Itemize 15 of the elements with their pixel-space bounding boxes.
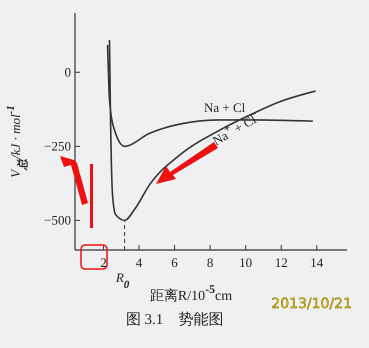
x-tick-label: 10 <box>239 255 252 270</box>
x-axis-title: 距离R/10$^{-5}$cm <box>150 282 232 304</box>
x-tick-label: 8 <box>206 255 214 270</box>
x-tick-label: 2 <box>100 255 107 270</box>
text: 图 3.1 势能图 <box>126 311 224 328</box>
y-tick-label: −500 <box>44 212 71 228</box>
y-tick-label: −250 <box>44 138 71 154</box>
text: 2013/10/21 <box>271 296 352 312</box>
x-tick-label: 6 <box>171 255 178 270</box>
x-tick-label: 14 <box>310 255 324 270</box>
y-tick-label: 0 <box>64 64 71 80</box>
x-tick-label: 4 <box>136 255 143 270</box>
series-label: Na + Cl <box>204 100 246 115</box>
x-tick-label: 12 <box>274 255 288 270</box>
ref-line-label: R$_{0}$ <box>114 270 130 291</box>
